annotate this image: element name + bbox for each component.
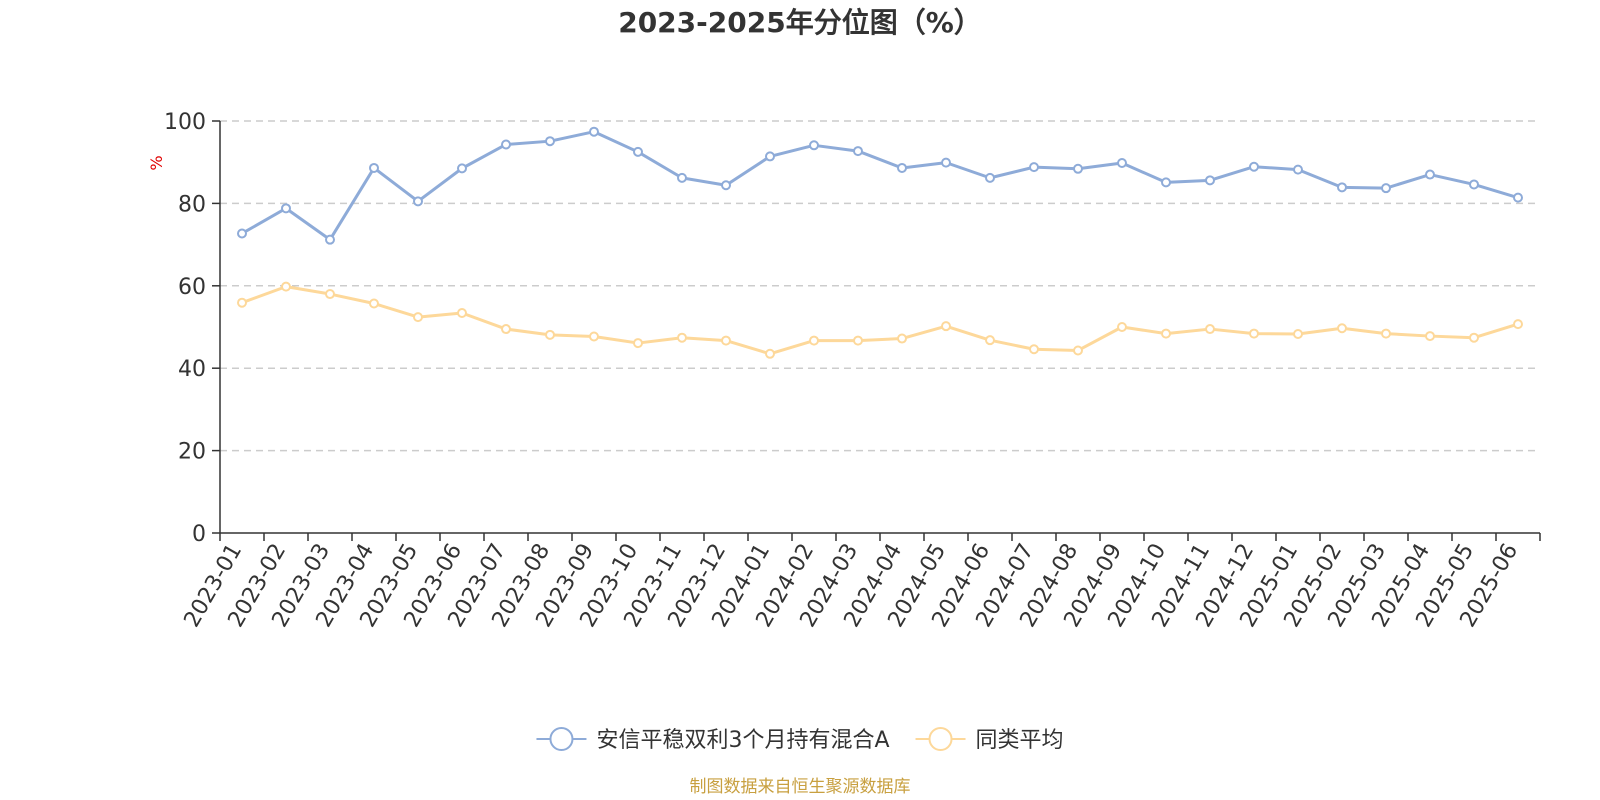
data-point[interactable] [941,321,951,332]
data-point[interactable] [985,335,995,346]
chart-title: 2023-2025年分位图（%） [618,6,982,39]
data-point[interactable] [1073,163,1083,174]
y-tick-label: 80 [178,192,206,217]
data-point[interactable] [677,172,687,183]
data-point[interactable] [589,126,599,137]
data-point[interactable] [589,331,599,342]
data-point[interactable] [1469,332,1479,343]
data-point[interactable] [1117,322,1127,332]
series-line [240,285,1520,356]
y-tick-label: 0 [192,522,206,547]
data-point[interactable] [501,324,511,335]
series-1 [237,126,1523,245]
data-point[interactable] [809,140,819,151]
legend-label: 同类平均 [976,728,1064,753]
data-point[interactable] [1117,158,1127,169]
data-point[interactable] [369,298,379,309]
data-point[interactable] [721,180,731,191]
data-point[interactable] [1337,182,1347,193]
data-point[interactable] [765,348,775,359]
legend-label: 安信平稳双利3个月持有混合A [596,728,889,753]
y-axis-label: % [147,155,166,170]
y-ticks: 0 20 40 60 80 100 [164,110,220,547]
data-point[interactable] [1029,344,1039,355]
data-point[interactable] [457,307,467,318]
data-point[interactable] [1513,319,1523,330]
data-point[interactable] [809,335,819,346]
data-source-footer: 制图数据来自恒生聚源数据库 [690,777,911,797]
series-line [240,130,1520,242]
legend-marker [549,727,574,751]
y-tick-label: 60 [178,275,206,300]
data-point[interactable] [721,335,731,346]
data-point[interactable] [941,157,951,168]
data-point[interactable] [545,329,555,340]
data-point[interactable] [1337,323,1347,334]
data-point[interactable] [1205,175,1215,186]
grid [220,120,1540,452]
data-point[interactable] [1425,331,1435,342]
data-point[interactable] [545,136,555,147]
data-point[interactable] [1205,324,1215,335]
data-point[interactable] [457,163,467,174]
data-point[interactable] [1161,177,1171,188]
y-tick-label: 20 [178,440,206,465]
data-point[interactable] [1029,162,1039,173]
data-point[interactable] [413,196,423,207]
data-point[interactable] [853,146,863,157]
legend[interactable]: 安信平稳双利3个月持有混合A 同类平均 [536,727,1064,753]
data-point[interactable] [633,146,643,157]
data-point[interactable] [281,281,291,292]
data-point[interactable] [1381,328,1391,339]
data-point[interactable] [1513,192,1523,203]
legend-marker [928,727,953,751]
data-point[interactable] [1073,345,1083,356]
data-point[interactable] [1161,328,1171,339]
x-ticks: 2023-012023-022023-032023-042023-052023-… [180,533,1541,632]
data-point[interactable] [853,335,863,346]
data-point[interactable] [1293,164,1303,175]
data-point[interactable] [1249,161,1259,172]
data-point[interactable] [501,139,511,150]
data-point[interactable] [237,228,247,239]
data-point[interactable] [985,172,995,183]
data-point[interactable] [369,162,379,173]
data-point[interactable] [325,289,335,300]
data-point[interactable] [1249,328,1259,339]
data-point[interactable] [1469,179,1479,190]
data-point[interactable] [1381,183,1391,194]
series-layer [237,126,1523,359]
data-point[interactable] [897,162,907,173]
data-point[interactable] [677,332,687,343]
y-tick-label: 40 [178,357,206,382]
legend-item-2[interactable]: 同类平均 [915,727,1064,753]
data-point[interactable] [633,338,643,349]
data-point[interactable] [413,312,423,323]
y-tick-label: 100 [164,110,206,135]
data-point[interactable] [1293,329,1303,340]
legend-item-1[interactable]: 安信平稳双利3个月持有混合A [536,727,890,753]
data-point[interactable] [237,297,247,308]
data-point[interactable] [1425,169,1435,180]
data-point[interactable] [897,333,907,344]
data-point[interactable] [765,151,775,162]
series-2 [237,281,1523,359]
data-point[interactable] [281,203,291,214]
data-point[interactable] [325,234,335,245]
